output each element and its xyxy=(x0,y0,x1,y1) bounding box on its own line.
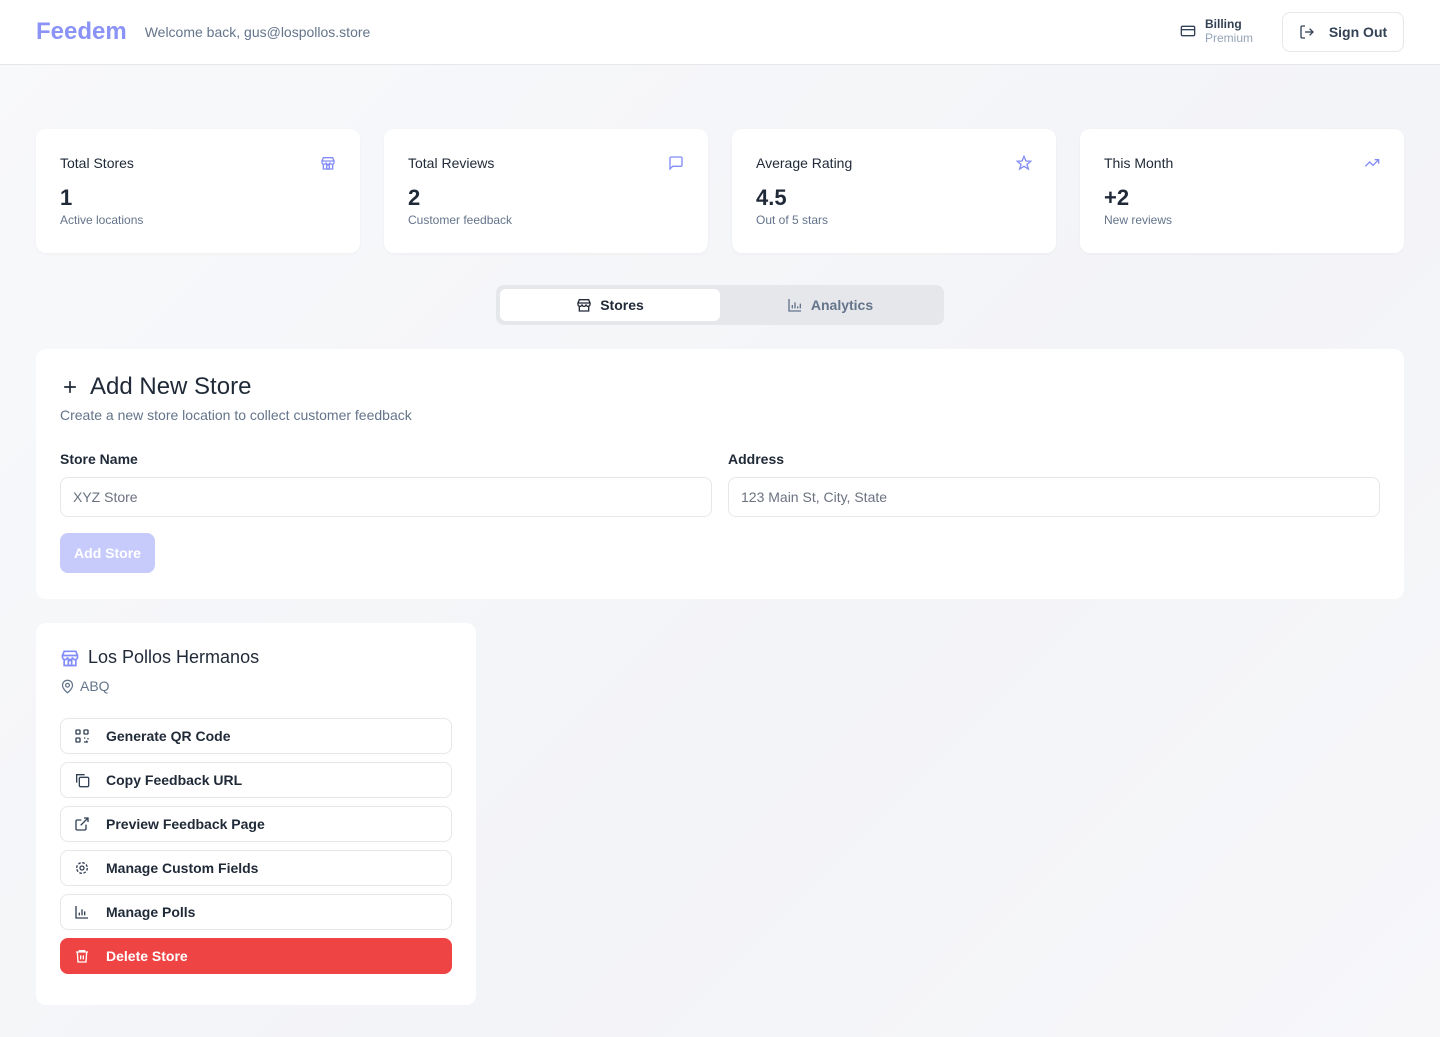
generate-qr-button[interactable]: Generate QR Code xyxy=(60,718,452,754)
external-link-icon xyxy=(74,816,90,832)
qr-code-icon xyxy=(74,728,90,744)
stats-row: Total Stores 1 Active locations Total Re… xyxy=(36,129,1404,253)
stat-card-average-rating: Average Rating 4.5 Out of 5 stars xyxy=(732,129,1056,253)
address-input[interactable] xyxy=(728,477,1380,517)
stat-label: Total Reviews xyxy=(408,155,495,171)
tab-label: Analytics xyxy=(810,297,874,313)
action-label: Generate QR Code xyxy=(106,728,231,744)
address-label: Address xyxy=(728,451,785,467)
star-icon xyxy=(1016,155,1032,171)
store-icon xyxy=(576,297,592,313)
tab-label: Stores xyxy=(600,297,644,313)
delete-store-button[interactable]: Delete Store xyxy=(60,938,452,974)
preview-page-button[interactable]: Preview Feedback Page xyxy=(60,806,452,842)
sign-out-button[interactable]: Sign Out xyxy=(1282,12,1404,52)
stat-value: 2 xyxy=(408,185,421,210)
add-store-title: Add New Store xyxy=(60,373,1380,401)
welcome-text: Welcome back, gus@lospollos.store xyxy=(144,24,371,40)
stat-sub: New reviews xyxy=(1104,213,1173,227)
store-card: Los Pollos Hermanos ABQ Generate QR Code… xyxy=(36,623,476,1005)
stat-card-total-reviews: Total Reviews 2 Customer feedback xyxy=(384,129,708,253)
store-name-label: Store Name xyxy=(60,451,138,467)
manage-polls-button[interactable]: Manage Polls xyxy=(60,894,452,930)
store-title: Los Pollos Hermanos xyxy=(60,647,452,668)
billing-link[interactable]: Billing Premium xyxy=(1180,17,1253,45)
store-name: Los Pollos Hermanos xyxy=(88,647,260,667)
log-out-icon xyxy=(1299,24,1315,40)
manage-custom-fields-button[interactable]: Manage Custom Fields xyxy=(60,850,452,886)
stat-card-total-stores: Total Stores 1 Active locations xyxy=(36,129,360,253)
action-label: Delete Store xyxy=(106,948,188,964)
trending-up-icon xyxy=(1364,155,1380,171)
copy-url-button[interactable]: Copy Feedback URL xyxy=(60,762,452,798)
logo[interactable]: Feedem xyxy=(36,18,127,45)
add-store-heading: Add New Store xyxy=(90,373,252,400)
tab-analytics[interactable]: Analytics xyxy=(720,289,940,321)
header: Feedem Welcome back, gus@lospollos.store… xyxy=(0,0,1440,65)
message-icon xyxy=(668,155,684,171)
stat-card-this-month: This Month +2 New reviews xyxy=(1080,129,1404,253)
map-pin-icon xyxy=(60,679,75,694)
plus-icon xyxy=(60,377,80,397)
billing-plan: Premium xyxy=(1205,31,1254,45)
action-label: Preview Feedback Page xyxy=(106,816,265,832)
stat-label: Average Rating xyxy=(756,155,853,171)
bar-chart-icon xyxy=(787,297,803,313)
add-store-description: Create a new store location to collect c… xyxy=(60,407,412,423)
store-icon xyxy=(320,155,336,171)
stat-value: 4.5 xyxy=(756,185,787,210)
trash-icon xyxy=(74,948,90,964)
store-location: ABQ xyxy=(80,678,110,694)
action-label: Manage Polls xyxy=(106,904,196,920)
stat-sub: Active locations xyxy=(60,213,144,227)
view-tabs: Stores Analytics xyxy=(496,285,944,325)
sign-out-label: Sign Out xyxy=(1328,24,1388,40)
action-label: Copy Feedback URL xyxy=(106,772,243,788)
credit-card-icon xyxy=(1180,23,1196,39)
store-icon xyxy=(60,648,80,668)
stat-sub: Out of 5 stars xyxy=(756,213,829,227)
add-store-card: Add New Store Create a new store locatio… xyxy=(36,349,1404,599)
add-store-button[interactable]: Add Store xyxy=(60,533,155,573)
stat-value: 1 xyxy=(60,185,73,210)
gear-icon xyxy=(74,860,90,876)
stat-label: Total Stores xyxy=(60,155,134,171)
stat-label: This Month xyxy=(1104,155,1174,171)
stat-sub: Customer feedback xyxy=(408,213,513,227)
action-label: Manage Custom Fields xyxy=(106,860,259,876)
tab-stores[interactable]: Stores xyxy=(500,289,720,321)
stat-value: +2 xyxy=(1104,185,1130,210)
copy-icon xyxy=(74,772,90,788)
billing-label: Billing xyxy=(1205,17,1242,31)
bar-chart-icon xyxy=(74,904,90,920)
store-name-input[interactable] xyxy=(60,477,712,517)
